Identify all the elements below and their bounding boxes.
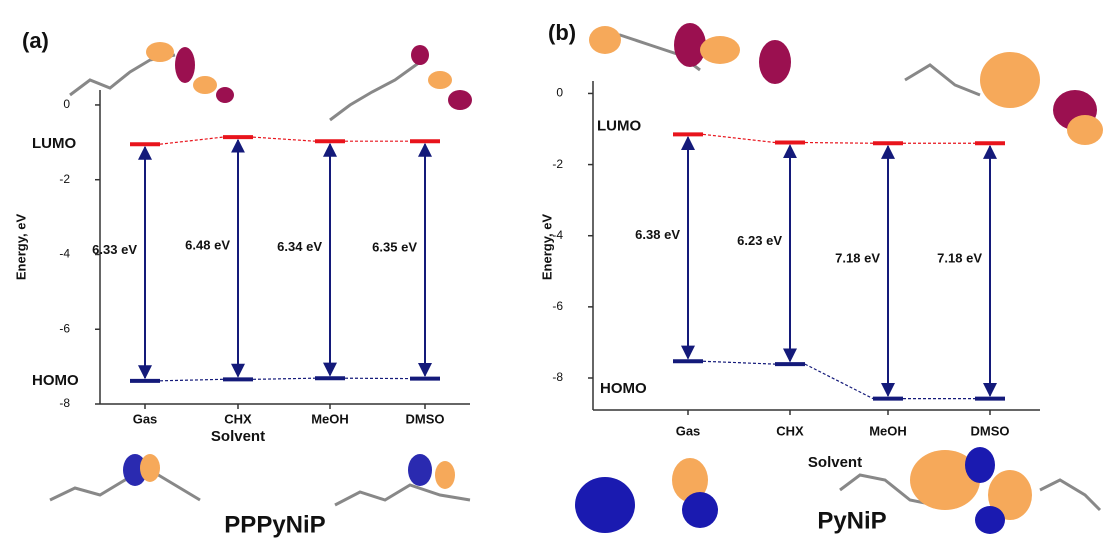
level-label: HOMO	[32, 372, 79, 389]
x-tick-label: DMSO	[971, 423, 1010, 438]
gap-label: 7.18 eV	[937, 250, 982, 265]
gap-label: 6.34 eV	[277, 239, 322, 254]
y-axis-label: Energy, eV	[539, 214, 554, 281]
y-tick-label: -6	[552, 299, 563, 313]
gap-label: 6.48 eV	[185, 238, 230, 253]
y-axis-label: Energy, eV	[13, 214, 28, 281]
gap-label: 6.23 eV	[737, 233, 782, 248]
molecule-name: PPPyNiP	[224, 511, 325, 538]
y-tick-label: 0	[556, 86, 563, 100]
x-axis-label: Solvent	[211, 428, 265, 445]
level-label: LUMO	[597, 117, 641, 134]
molecule-art	[50, 23, 1103, 534]
gap-label: 6.33 eV	[92, 242, 137, 257]
x-tick-label: CHX	[776, 423, 804, 438]
molecule-name: PyNiP	[817, 507, 886, 534]
x-tick-label: DMSO	[406, 411, 445, 426]
connector	[160, 379, 223, 380]
x-tick-label: MeOH	[311, 411, 349, 426]
connector	[253, 378, 315, 379]
figure: 0 -2 -4 -6 -8 Gas CHX MeOH DMSO Solvent Energy, eV…	[0, 0, 1108, 541]
connector	[703, 361, 775, 364]
y-tick-label: 0	[63, 97, 70, 111]
y-tick-label: -8	[552, 370, 563, 384]
gap-label: 6.38 eV	[635, 227, 680, 242]
panel-label: (b)	[548, 20, 576, 45]
connector	[805, 364, 873, 399]
connector	[160, 137, 223, 144]
y-tick-label: -6	[59, 321, 70, 335]
x-tick-label: Gas	[133, 411, 158, 426]
y-tick-label: -8	[59, 396, 70, 410]
connector	[253, 137, 315, 141]
y-tick-label: -2	[552, 157, 563, 171]
panel-label: (a)	[22, 28, 49, 53]
y-tick-label: -4	[59, 247, 70, 261]
gap-label: 6.35 eV	[372, 239, 417, 254]
level-label: HOMO	[600, 380, 647, 397]
gap-label: 7.18 eV	[835, 250, 880, 265]
x-tick-label: MeOH	[869, 423, 907, 438]
y-tick-label: -2	[59, 172, 70, 186]
x-tick-label: CHX	[224, 411, 252, 426]
connector	[703, 134, 775, 142]
x-tick-label: Gas	[676, 423, 701, 438]
x-axis-label: Solvent	[808, 454, 862, 471]
level-label: LUMO	[32, 135, 76, 152]
connector	[805, 143, 873, 144]
